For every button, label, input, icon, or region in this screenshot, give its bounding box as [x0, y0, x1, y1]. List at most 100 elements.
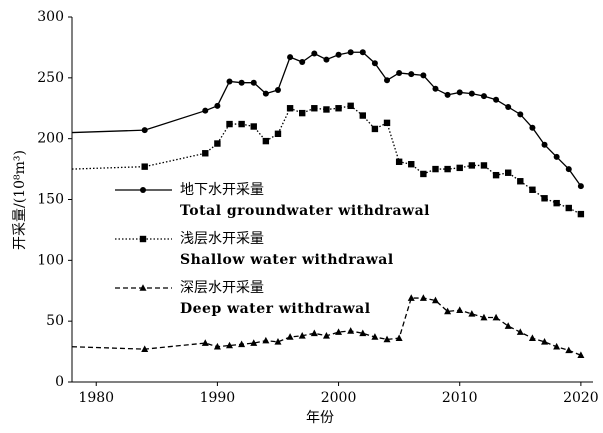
marker	[541, 338, 549, 345]
marker	[420, 72, 427, 79]
marker	[480, 162, 488, 169]
x-tick-label: 1980	[78, 390, 114, 406]
legend-label-en: Deep water withdrawal	[180, 301, 371, 317]
marker	[310, 329, 318, 337]
marker	[347, 49, 354, 56]
marker	[468, 90, 475, 97]
series-line	[71, 105, 582, 215]
marker	[577, 351, 585, 359]
y-axis-label: 开采量/(10⁸m³)	[12, 150, 28, 250]
marker	[141, 163, 148, 170]
marker	[347, 327, 355, 334]
marker	[347, 102, 354, 110]
marker	[274, 87, 281, 93]
marker	[359, 49, 366, 56]
marker	[553, 199, 560, 207]
marker	[432, 165, 439, 173]
marker	[432, 85, 439, 92]
marker	[456, 306, 464, 314]
marker	[311, 50, 318, 57]
marker	[480, 93, 487, 100]
marker	[298, 331, 306, 339]
marker	[226, 341, 234, 349]
x-tick-label: 2010	[442, 390, 478, 406]
marker	[213, 342, 221, 350]
marker	[323, 56, 330, 63]
marker	[420, 170, 427, 178]
marker	[396, 69, 403, 76]
marker	[311, 105, 318, 112]
y-tick-label: 150	[37, 192, 64, 208]
y-tick-label: 50	[46, 313, 64, 329]
marker	[516, 328, 524, 335]
marker	[371, 125, 379, 133]
marker	[541, 141, 548, 148]
marker	[480, 313, 488, 321]
marker	[250, 79, 257, 86]
marker	[468, 310, 476, 317]
y-tick-label: 100	[37, 252, 64, 268]
marker	[141, 127, 148, 134]
x-tick-label: 2000	[321, 390, 357, 406]
marker	[214, 140, 221, 147]
legend-label: 深层水开采量	[180, 280, 264, 296]
marker	[577, 210, 585, 218]
y-tick-label: 0	[55, 374, 64, 390]
marker	[262, 336, 270, 344]
marker	[383, 335, 391, 343]
marker	[408, 161, 415, 168]
marker	[299, 59, 306, 66]
marker	[408, 71, 415, 78]
marker	[335, 105, 342, 112]
marker	[505, 104, 512, 111]
marker	[299, 109, 306, 117]
marker	[371, 60, 378, 67]
series-line	[71, 51, 582, 187]
marker	[395, 158, 403, 165]
marker	[444, 307, 452, 315]
y-tick-label: 250	[37, 70, 64, 86]
x-axis-label: 年份	[306, 410, 334, 426]
legend-marker	[140, 187, 146, 193]
marker	[468, 162, 476, 169]
marker	[431, 296, 439, 304]
marker	[262, 137, 270, 145]
marker	[141, 345, 149, 352]
marker	[395, 334, 403, 341]
marker	[553, 342, 561, 350]
marker	[565, 166, 572, 173]
marker	[274, 130, 282, 137]
marker	[202, 107, 209, 114]
marker	[238, 120, 245, 128]
marker	[492, 313, 500, 321]
legend-marker	[139, 235, 147, 243]
marker	[274, 338, 282, 345]
marker	[407, 294, 415, 301]
marker	[529, 186, 536, 193]
marker	[238, 79, 245, 86]
marker	[214, 102, 221, 109]
marker	[541, 195, 548, 202]
marker	[359, 112, 366, 119]
marker	[504, 322, 512, 329]
marker	[286, 333, 294, 340]
marker	[444, 91, 451, 98]
marker	[565, 346, 573, 354]
marker	[202, 150, 209, 157]
marker	[553, 153, 560, 160]
y-tick-label: 200	[37, 131, 64, 147]
x-tick-label: 1990	[200, 390, 236, 406]
marker	[287, 54, 294, 61]
marker	[286, 105, 294, 112]
marker	[493, 96, 500, 103]
marker	[323, 106, 330, 113]
marker	[528, 334, 536, 341]
marker	[322, 331, 330, 339]
x-tick-label: 2020	[563, 390, 599, 406]
marker	[262, 90, 269, 97]
marker	[492, 171, 500, 179]
marker	[383, 119, 391, 127]
series-line	[71, 297, 582, 356]
marker	[419, 294, 427, 301]
